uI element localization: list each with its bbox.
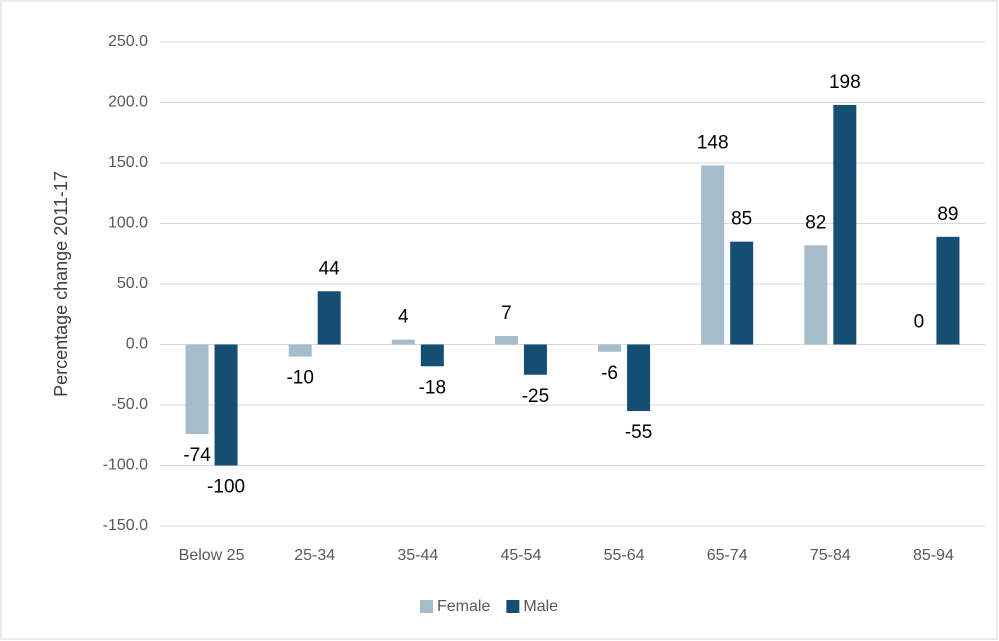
bar — [288, 344, 312, 357]
data-label: -74 — [183, 445, 211, 466]
data-label: -100 — [207, 477, 245, 498]
data-label: 85 — [731, 209, 752, 230]
legend-swatch — [506, 600, 520, 613]
bar — [598, 344, 622, 352]
data-label: 82 — [805, 212, 826, 233]
y-tick-label: 100.0 — [108, 215, 148, 232]
bar — [523, 344, 547, 375]
bar — [494, 336, 518, 345]
data-label: -6 — [601, 363, 618, 384]
y-tick-label: 0.0 — [126, 336, 148, 353]
bar — [833, 104, 857, 345]
bar — [730, 241, 754, 345]
bar — [214, 344, 238, 466]
data-label: 198 — [829, 72, 861, 93]
data-label: -18 — [419, 377, 446, 398]
y-tick-label: 150.0 — [108, 154, 148, 171]
data-label: 89 — [937, 204, 958, 225]
data-label: 4 — [398, 307, 409, 328]
bar — [185, 344, 209, 435]
x-tick-label: 55-64 — [604, 547, 645, 564]
bar — [804, 245, 828, 345]
x-tick-label: 45-54 — [500, 547, 541, 564]
data-label: -25 — [522, 386, 549, 407]
data-label: 44 — [319, 258, 341, 279]
y-tick-label: 250.0 — [108, 33, 148, 50]
data-label: 0 — [914, 312, 925, 333]
bar — [420, 344, 444, 367]
data-label: -55 — [625, 422, 652, 443]
bar — [936, 236, 960, 345]
bar — [627, 344, 651, 412]
legend-swatch — [420, 600, 433, 613]
y-tick-label: 50.0 — [117, 275, 148, 292]
x-tick-label: 65-74 — [707, 547, 748, 564]
data-label: -10 — [286, 368, 313, 389]
legend-label: Male — [523, 598, 558, 615]
y-tick-label: 200.0 — [108, 94, 148, 111]
x-tick-label: Below 25 — [179, 547, 245, 564]
bar — [317, 291, 341, 345]
x-tick-label: 25-34 — [294, 547, 335, 564]
y-tick-label: -50.0 — [112, 396, 149, 413]
y-axis-title: Percentage change 2011-17 — [51, 171, 71, 397]
x-tick-label: 35-44 — [397, 547, 438, 564]
legend-label: Female — [437, 598, 490, 615]
x-tick-label: 75-84 — [810, 547, 851, 564]
y-tick-label: -100.0 — [103, 457, 148, 474]
bar — [391, 339, 415, 345]
data-label: 7 — [501, 303, 512, 324]
data-label: 148 — [697, 132, 729, 153]
x-tick-label: 85-94 — [913, 547, 954, 564]
bar — [701, 165, 725, 345]
y-tick-label: -150.0 — [103, 517, 148, 534]
